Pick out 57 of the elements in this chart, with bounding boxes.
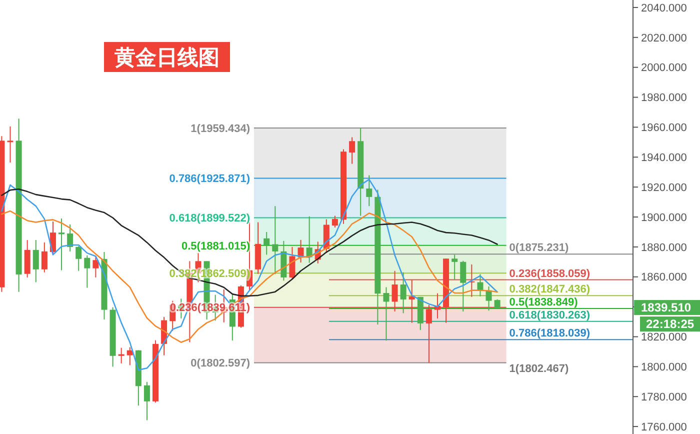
ref-line-label: 0.236(1839.611) — [170, 302, 250, 314]
ref-line-label: 0.618(1899.522) — [169, 212, 250, 225]
ref-line-label: 0.236(1858.059) — [509, 268, 590, 280]
candlestick — [264, 231, 270, 256]
ref-line-label: 0.786(1818.039) — [509, 328, 590, 340]
candlestick — [383, 286, 390, 342]
candlestick — [92, 256, 99, 278]
y-tick-label: 1800.000 — [641, 362, 687, 374]
ref-line-label: 0.786(1925.871) — [169, 173, 250, 186]
candlestick — [400, 272, 406, 314]
y-tick-label: 1820.000 — [641, 332, 687, 344]
candlestick — [67, 224, 74, 252]
y-tick-label: 1920.000 — [641, 182, 687, 194]
candlestick — [7, 126, 14, 164]
candlestick — [58, 218, 65, 271]
text: 22:18:25 — [646, 317, 694, 332]
candlestick — [460, 260, 466, 312]
candlestick — [289, 246, 296, 280]
y-tick-label: 1880.000 — [641, 242, 687, 254]
y-tick-label: 1760.000 — [641, 421, 687, 434]
candlestick — [126, 346, 133, 366]
line-series — [1, 188, 498, 297]
candlestick — [366, 174, 372, 207]
text: 黄金日线图 — [114, 46, 220, 70]
ref-line-label: 0.382(1847.436) — [509, 284, 590, 296]
y-tick-label: 2020.000 — [641, 32, 687, 44]
candlestick — [272, 206, 278, 275]
annotation: 1(1802.467) — [509, 363, 569, 375]
y-tick-label: 1860.000 — [641, 272, 687, 284]
text: 1839.510 — [641, 300, 692, 315]
ref-line-label: 0(1875.231) — [509, 242, 569, 254]
y-tick-label: 1940.000 — [641, 152, 687, 164]
y-tick-label: 2040.000 — [641, 2, 687, 14]
candlestick — [84, 254, 90, 288]
candlestick — [332, 215, 338, 228]
candlestick — [477, 274, 484, 297]
candlestick — [76, 246, 82, 272]
candlestick — [24, 240, 30, 278]
ref-line-label: 0.618(1830.263) — [509, 309, 590, 322]
candlestick — [32, 240, 39, 283]
candlestick — [349, 136, 356, 164]
candlestick — [41, 242, 48, 273]
line-series — [1, 210, 498, 343]
ref-line-label: 1(1959.434) — [190, 122, 250, 135]
candlestick — [118, 347, 124, 364]
y-tick-label: 1900.000 — [641, 212, 687, 224]
y-tick-label: 1960.000 — [641, 122, 687, 134]
y-tick-label: 1980.000 — [641, 92, 687, 104]
candlestick — [452, 254, 458, 281]
y-tick-label: 2000.000 — [641, 62, 687, 74]
ref-line-label: 0(1802.597) — [190, 358, 250, 370]
candlestick — [144, 381, 150, 421]
ref-line-label: 0.5(1838.849) — [509, 296, 578, 309]
candlestick — [486, 286, 492, 312]
y-tick-label: 1780.000 — [641, 391, 687, 404]
candlestick — [392, 270, 398, 312]
candlestick — [426, 304, 432, 364]
